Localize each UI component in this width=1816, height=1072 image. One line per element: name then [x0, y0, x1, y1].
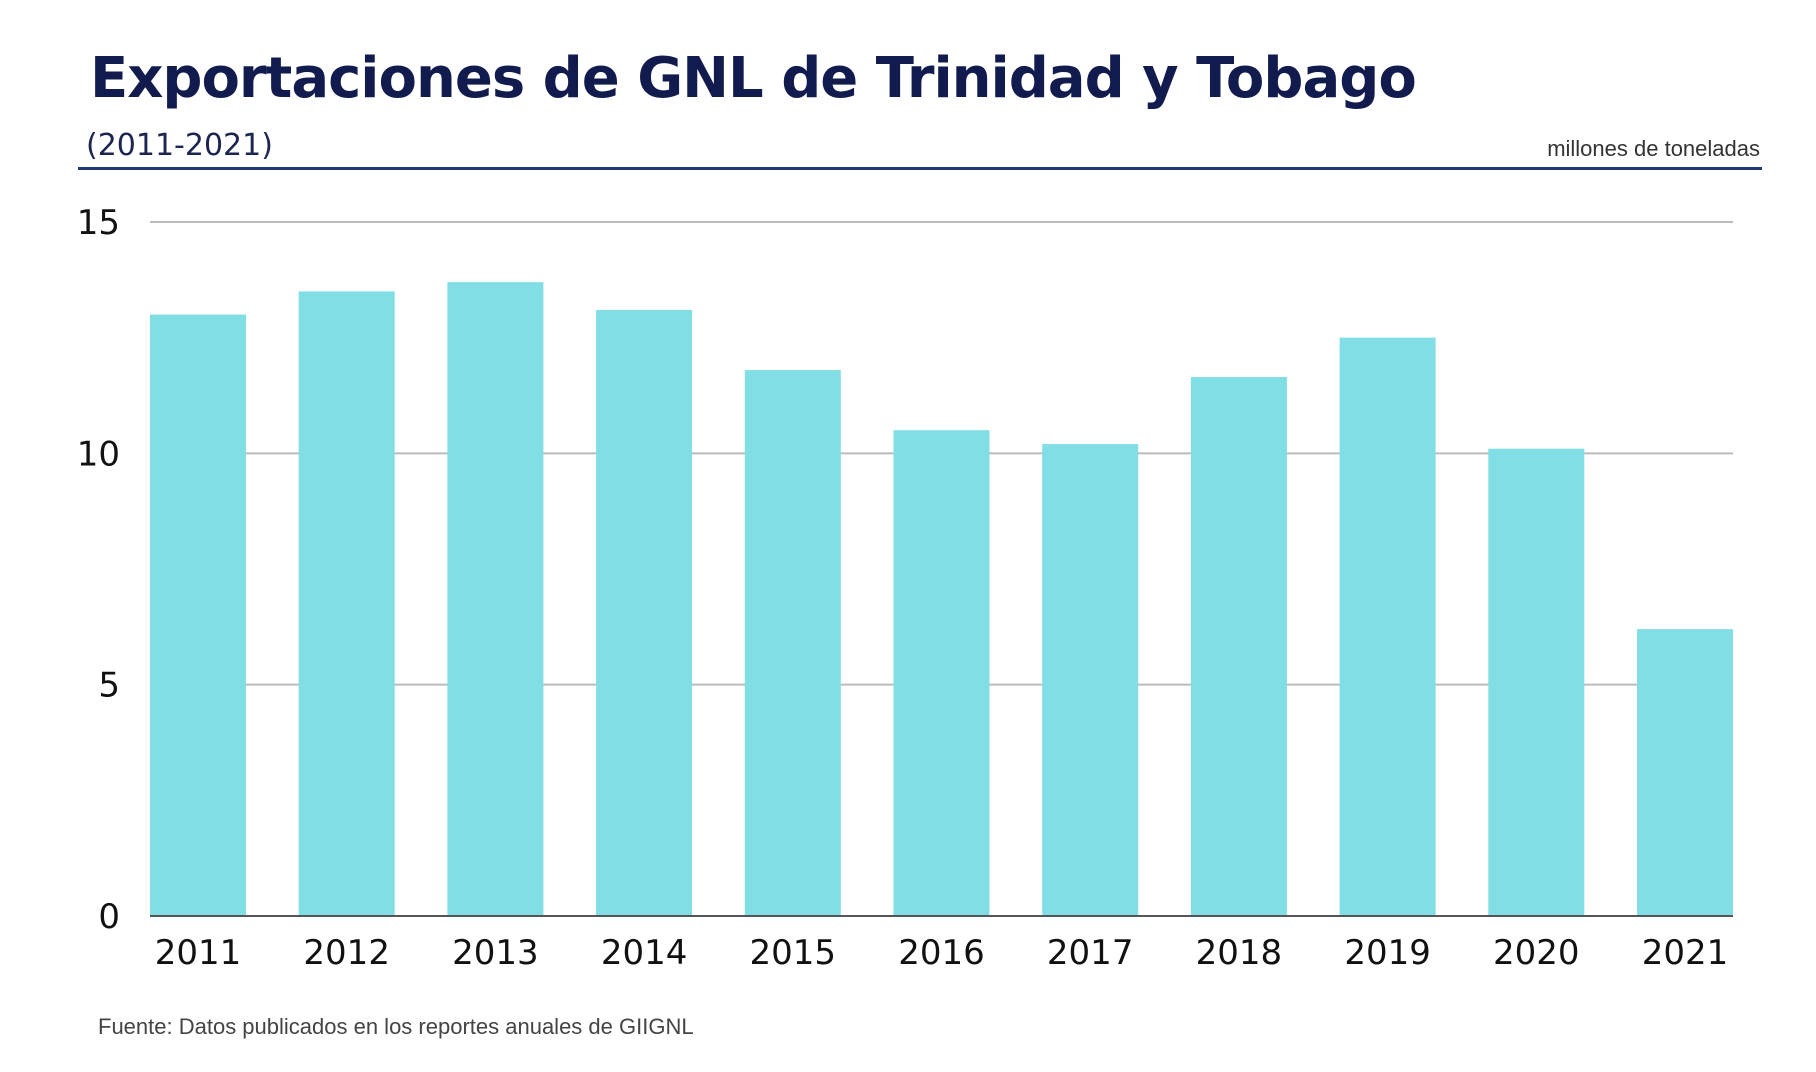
x-tick-label: 2021: [1642, 933, 1729, 973]
y-tick-label: 0: [98, 897, 120, 937]
y-tick-label: 5: [98, 666, 120, 706]
bar-2016: [893, 430, 990, 916]
chart-subtitle: (2011-2021): [86, 128, 273, 163]
x-tick-label: 2015: [750, 933, 837, 973]
bar-2017: [1042, 444, 1139, 916]
axes: 0 5 10 15 2011 2012 2013 2014 2015 2016 2017 2018 20…: [77, 203, 1733, 973]
bar-2015: [744, 370, 841, 916]
y-tick-label: 15: [77, 203, 120, 243]
x-tick-label: 2014: [601, 933, 688, 973]
x-tick-label: 2019: [1344, 933, 1431, 973]
bar-2019: [1339, 337, 1436, 917]
x-tick-label: 2016: [898, 933, 985, 973]
bar-chart: 0 5 10 15 2011 2012 2013 2014 2015 2016 2017 2018 20…: [77, 203, 1733, 973]
unit-label: millones de toneladas: [1547, 136, 1760, 161]
bar-2018: [1190, 376, 1287, 916]
bars: [150, 282, 1733, 917]
x-tick-label: 2012: [303, 933, 390, 973]
bar-2012: [298, 291, 395, 916]
source-note: Fuente: Datos publicados en los reportes…: [98, 1014, 694, 1039]
bar-2013: [447, 282, 544, 916]
bar-2011: [150, 314, 246, 916]
y-tick-label: 10: [77, 434, 120, 474]
bar-2014: [596, 309, 693, 916]
chart-title: Exportaciones de GNL de Trinidad y Tobag…: [90, 46, 1417, 111]
x-tick-label: 2011: [155, 933, 242, 973]
x-tick-label: 2013: [452, 933, 539, 973]
x-tick-label: 2020: [1493, 933, 1580, 973]
x-tick-label: 2017: [1047, 933, 1134, 973]
bar-2020: [1488, 448, 1585, 916]
bar-2021: [1637, 629, 1733, 916]
header-divider: [78, 167, 1762, 170]
x-tick-label: 2018: [1196, 933, 1283, 973]
